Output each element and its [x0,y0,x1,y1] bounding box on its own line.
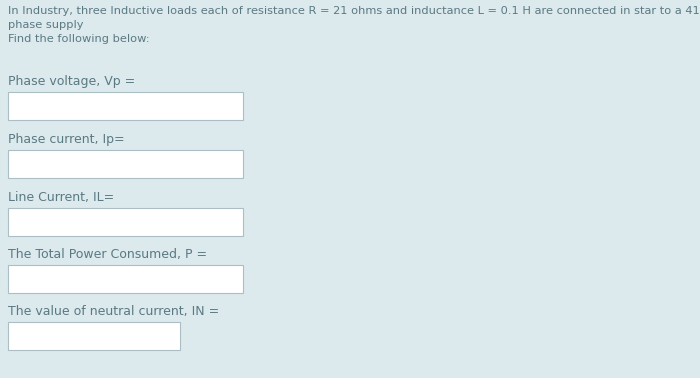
FancyBboxPatch shape [8,92,243,120]
Text: In Industry, three Inductive loads each of resistance R = 21 ohms and inductance: In Industry, three Inductive loads each … [8,6,700,16]
Text: Line Current, IL=: Line Current, IL= [8,191,114,204]
FancyBboxPatch shape [8,322,180,350]
Text: Find the following below:: Find the following below: [8,34,150,44]
Text: The value of neutral current, IN =: The value of neutral current, IN = [8,305,219,318]
Text: Phase current, Ip=: Phase current, Ip= [8,133,125,146]
Text: The Total Power Consumed, P =: The Total Power Consumed, P = [8,248,207,261]
Text: phase supply: phase supply [8,20,83,30]
FancyBboxPatch shape [8,150,243,178]
Text: Phase voltage, Vp =: Phase voltage, Vp = [8,75,135,88]
FancyBboxPatch shape [8,208,243,236]
FancyBboxPatch shape [8,265,243,293]
